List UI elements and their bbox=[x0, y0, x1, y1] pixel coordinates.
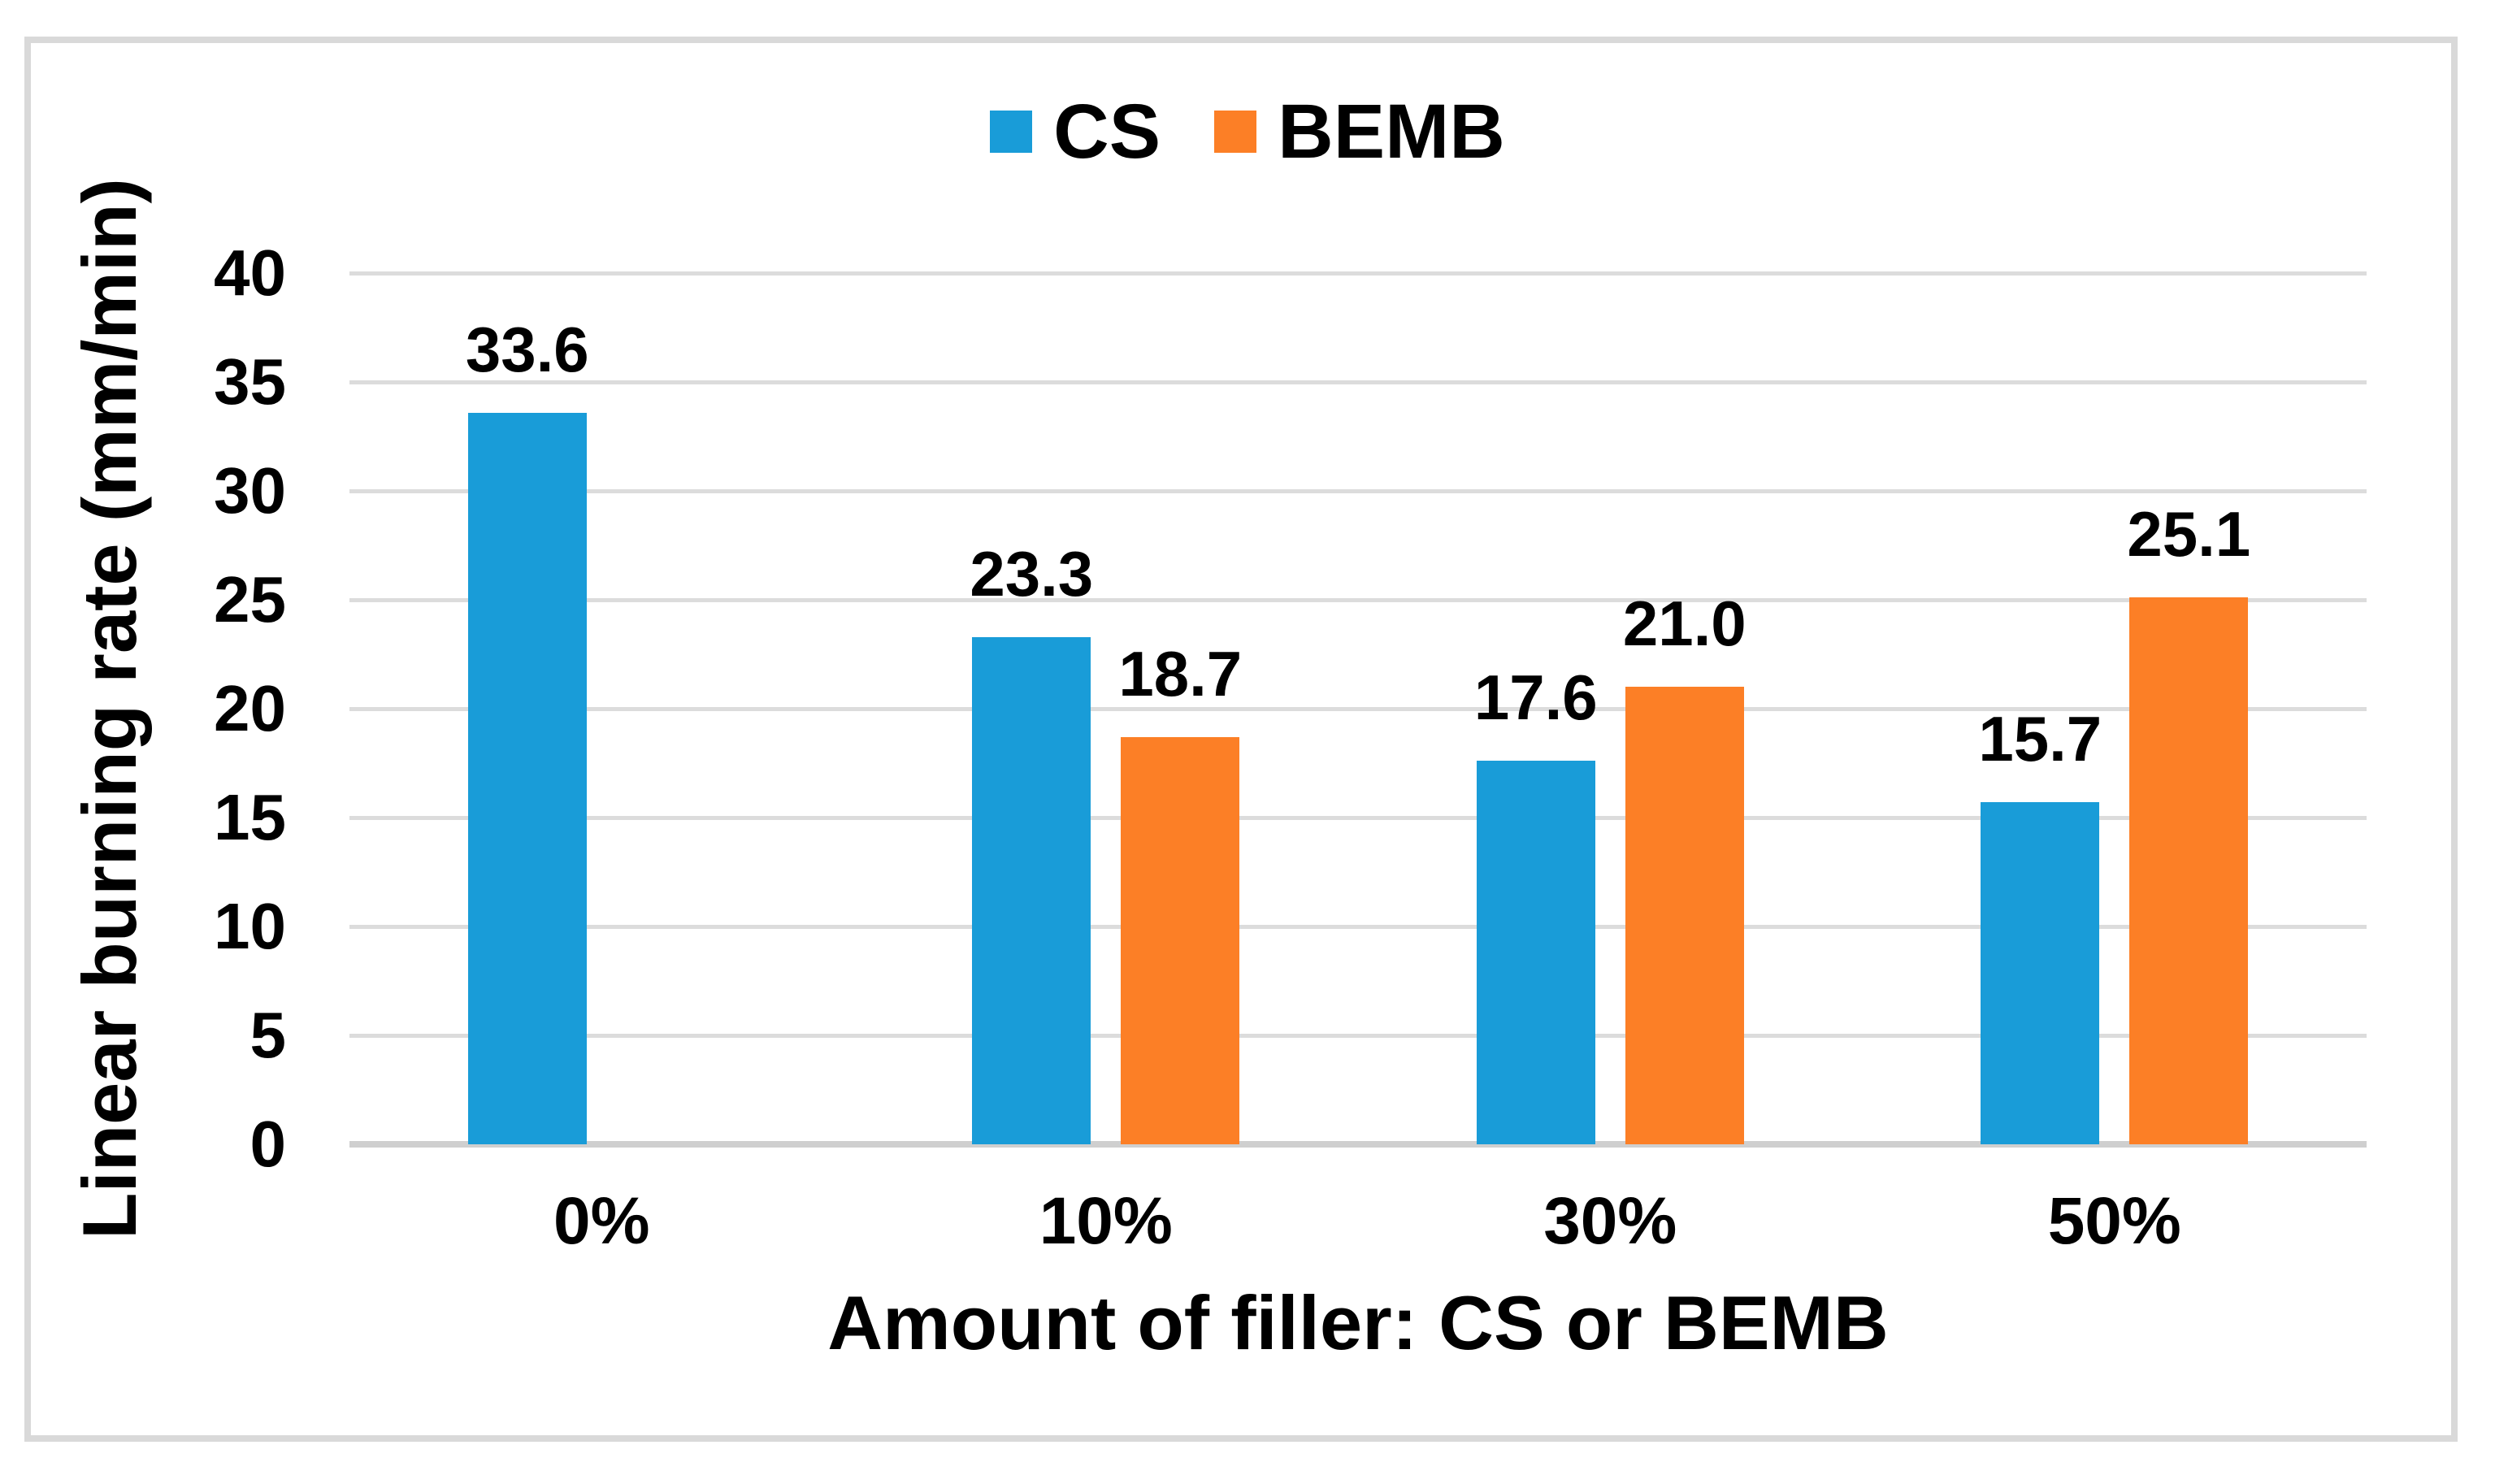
y-tick-label: 5 bbox=[250, 999, 287, 1071]
bar-cs-50% bbox=[1981, 802, 2100, 1144]
gridline bbox=[349, 924, 2367, 929]
bar-cs-0% bbox=[467, 412, 587, 1144]
legend-item-cs: CS bbox=[990, 83, 1161, 180]
x-axis-baseline bbox=[349, 1141, 2367, 1148]
bar-bemb-30% bbox=[1625, 687, 1744, 1144]
bar-bemb-50% bbox=[2129, 597, 2249, 1144]
gridline bbox=[349, 271, 2367, 276]
y-tick-label: 25 bbox=[214, 563, 286, 636]
y-tick-label: 15 bbox=[214, 781, 286, 853]
bar-value-label: 15.7 bbox=[1978, 703, 2102, 775]
legend-swatch-bemb bbox=[1214, 111, 1257, 153]
chart-frame-border bbox=[24, 37, 2458, 1442]
x-category-label: 10% bbox=[1039, 1184, 1173, 1258]
bar-bemb-10% bbox=[1121, 736, 1240, 1144]
y-tick-label: 0 bbox=[250, 1108, 287, 1180]
y-tick-label: 20 bbox=[214, 672, 286, 744]
gridline bbox=[349, 488, 2367, 493]
bar-value-label: 33.6 bbox=[465, 313, 589, 385]
legend-label: BEMB bbox=[1278, 89, 1505, 175]
bar-value-label: 23.3 bbox=[970, 537, 1094, 610]
x-category-label: 0% bbox=[553, 1184, 650, 1258]
plot-area: 33.6 23.3 17.6 15.7 18.7 21.0 25.1 bbox=[349, 271, 2367, 1148]
y-tick-label: 10 bbox=[214, 890, 286, 962]
x-axis-title: Amount of filler: CS or BEMB bbox=[827, 1280, 1889, 1365]
bar-value-label: 21.0 bbox=[1622, 588, 1746, 660]
bar-value-label: 17.6 bbox=[1473, 662, 1598, 734]
legend-label: CS bbox=[1053, 89, 1161, 175]
bar-value-label: 25.1 bbox=[2127, 498, 2251, 571]
bar-cs-10% bbox=[972, 636, 1091, 1144]
x-category-label: 50% bbox=[2047, 1184, 2181, 1258]
y-tick-label: 35 bbox=[214, 345, 286, 418]
gridline bbox=[349, 597, 2367, 602]
gridline bbox=[349, 380, 2367, 384]
bar-value-label: 18.7 bbox=[1118, 637, 1243, 709]
legend-item-bemb: BEMB bbox=[1214, 83, 1505, 180]
x-category-label: 30% bbox=[1543, 1184, 1677, 1258]
bar-cs-30% bbox=[1476, 761, 1595, 1144]
y-tick-label: 30 bbox=[214, 454, 286, 527]
gridline bbox=[349, 706, 2367, 711]
legend: CS BEMB bbox=[24, 81, 2471, 182]
gridline bbox=[349, 1033, 2367, 1038]
gridline bbox=[349, 815, 2367, 820]
y-tick-label: 40 bbox=[214, 236, 286, 309]
legend-swatch-cs bbox=[990, 111, 1033, 153]
